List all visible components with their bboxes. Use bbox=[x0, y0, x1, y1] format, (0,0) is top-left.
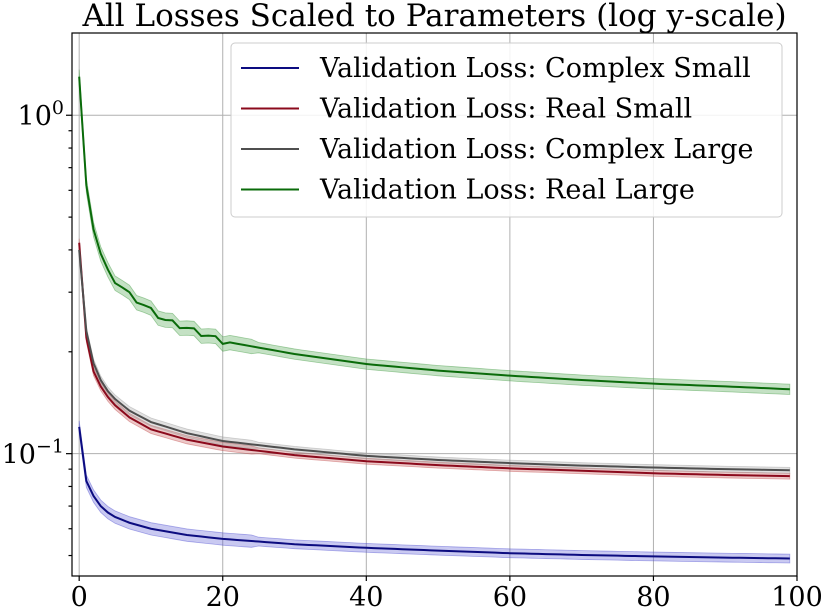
series-line-1 bbox=[78, 426, 790, 560]
x-tick-label: 20 bbox=[206, 582, 240, 609]
chart-title: All Losses Scaled to Parameters (log y-s… bbox=[81, 0, 786, 34]
series-band-2 bbox=[78, 238, 791, 480]
series-line-4 bbox=[78, 76, 790, 391]
legend-box bbox=[230, 42, 783, 218]
x-tick-label: 60 bbox=[493, 582, 527, 609]
series-band-4 bbox=[78, 69, 791, 395]
x-tick-label: 80 bbox=[636, 582, 670, 609]
series-lines bbox=[78, 76, 790, 560]
y-tick-label: 10−1 bbox=[2, 436, 64, 471]
x-tick-label: 100 bbox=[771, 582, 823, 609]
y-tick-label: 100 bbox=[18, 97, 64, 132]
legend-label-1: Validation Loss: Complex Small bbox=[319, 53, 751, 84]
legend-label-2: Validation Loss: Real Small bbox=[319, 94, 692, 125]
x-tick-label: 0 bbox=[71, 582, 88, 609]
legend-label-4: Validation Loss: Real Large bbox=[319, 175, 695, 206]
legend: Validation Loss: Complex Small Validation… bbox=[230, 42, 783, 218]
series-band-1 bbox=[78, 420, 791, 564]
confidence-bands bbox=[78, 69, 791, 564]
legend-label-3: Validation Loss: Complex Large bbox=[319, 134, 753, 165]
x-tick-label: 40 bbox=[349, 582, 383, 609]
series-band-3 bbox=[78, 245, 791, 474]
axis-ticks: 0 20 40 60 80 100 100 10−1 bbox=[2, 97, 823, 609]
series-line-2 bbox=[78, 242, 790, 478]
plot-frame bbox=[71, 32, 798, 577]
series-line-3 bbox=[78, 249, 790, 472]
